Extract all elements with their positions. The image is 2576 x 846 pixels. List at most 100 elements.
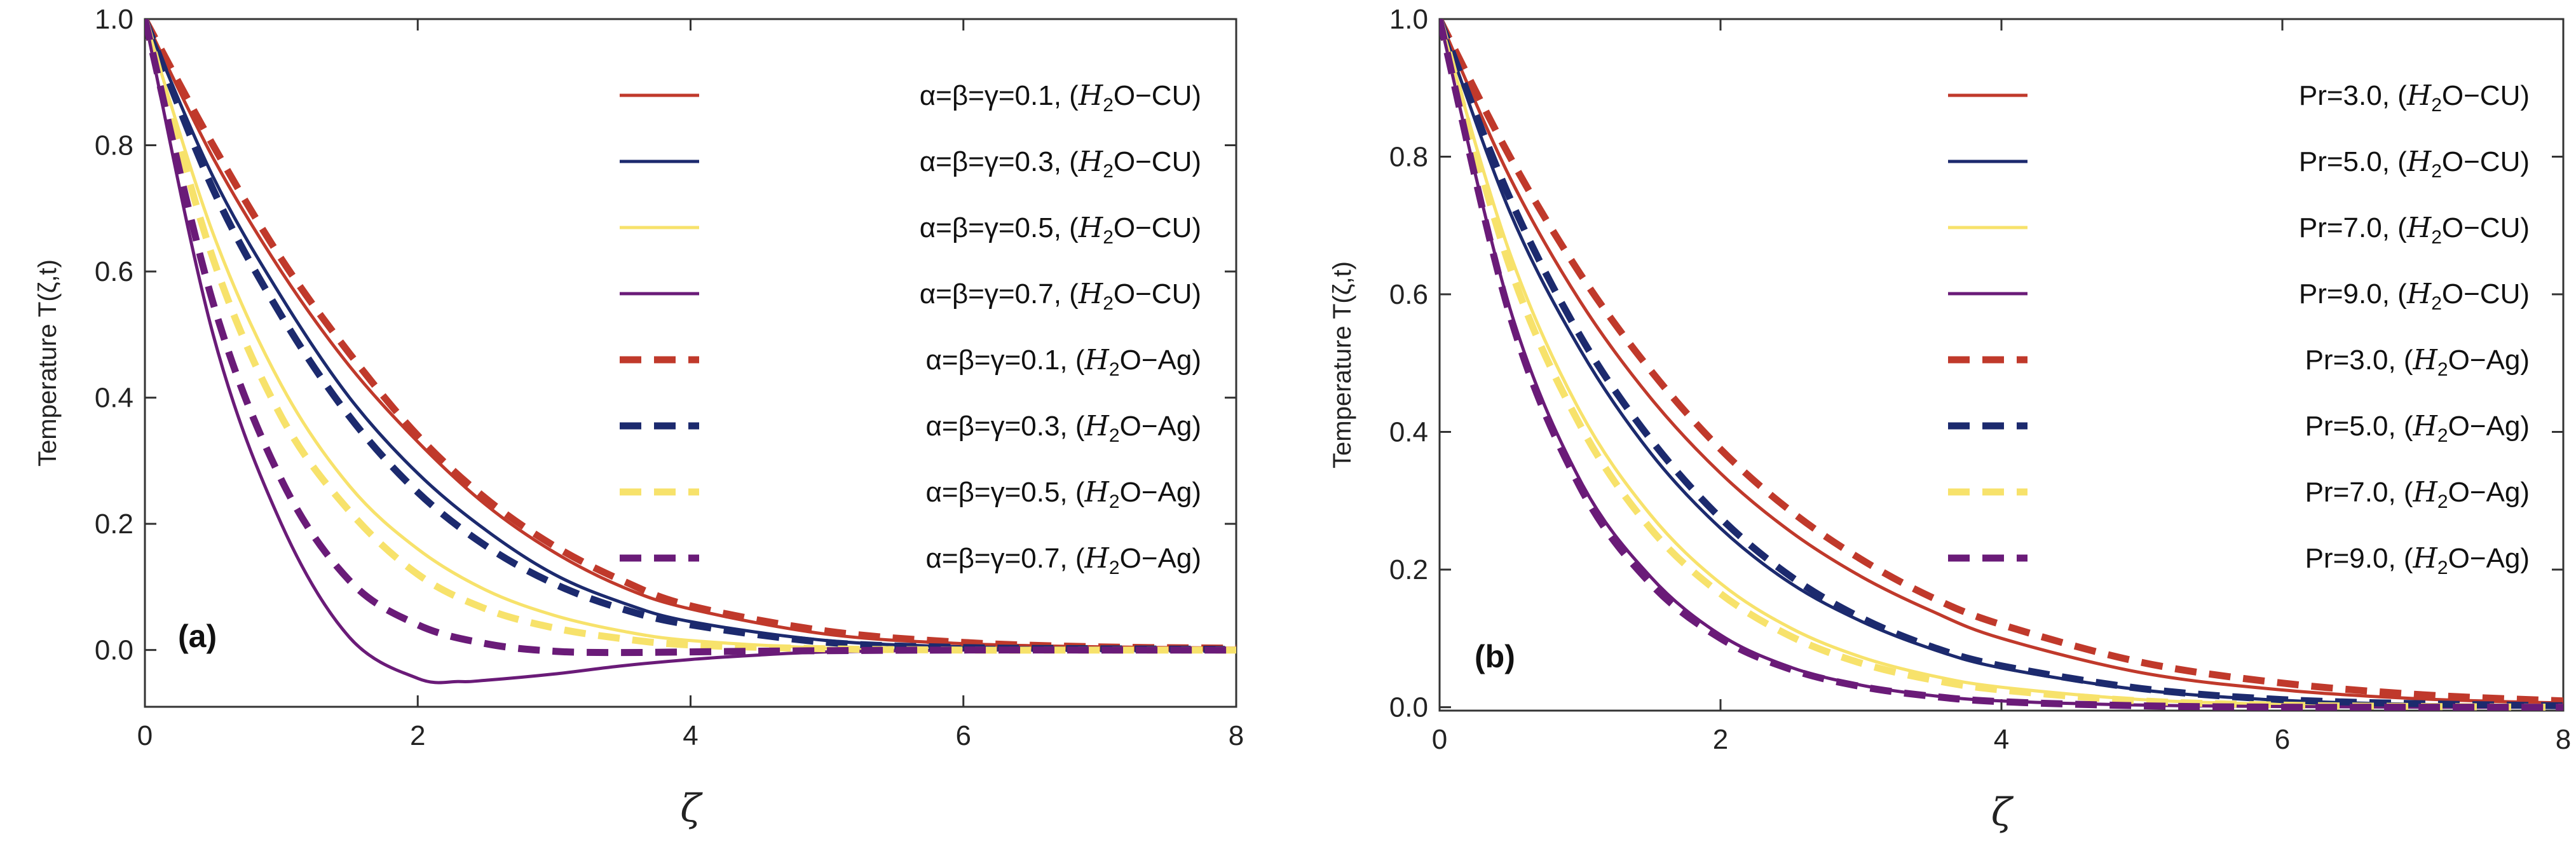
legend-sub: 2 <box>2437 425 2448 446</box>
x-axis-label: ζ <box>1991 790 2014 835</box>
legend-prefix: Pr=3.0, ( <box>2299 80 2407 111</box>
legend-prefix: α=β=γ=0.3, ( <box>925 411 1084 442</box>
series-line <box>145 19 1236 652</box>
legend-h: H <box>2413 476 2439 508</box>
legend-suffix: O−CU) <box>2442 278 2530 310</box>
y-tick-label: 0.8 <box>95 130 133 161</box>
legend-suffix: O−CU) <box>1114 80 1201 111</box>
legend-entry: Pr=7.0, (H2O−Ag) <box>2305 476 2530 512</box>
legend-h: H <box>2413 410 2439 442</box>
legend-sub: 2 <box>1103 293 1114 314</box>
legend-entry: α=β=γ=0.7, (H2O−Ag) <box>925 542 1201 578</box>
legend-sub: 2 <box>2431 161 2442 182</box>
x-tick-label: 2 <box>410 720 425 751</box>
y-tick-label: 0.2 <box>1389 554 1428 585</box>
legend-entry: α=β=γ=0.1, (H2O−CU) <box>920 79 1201 116</box>
legend-prefix: Pr=7.0, ( <box>2299 212 2407 243</box>
legend-prefix: Pr=7.0, ( <box>2305 477 2413 508</box>
series-line <box>1440 19 2563 707</box>
x-tick-label: 0 <box>137 720 153 751</box>
legend-prefix: Pr=9.0, ( <box>2305 543 2413 574</box>
legend-sub: 2 <box>1109 425 1120 446</box>
y-tick-label: 0.6 <box>95 256 133 287</box>
legend-prefix: α=β=γ=0.3, ( <box>920 146 1079 177</box>
legend-suffix: O−Ag) <box>1120 477 1201 508</box>
legend-entry: α=β=γ=0.5, (H2O−CU) <box>920 212 1201 248</box>
legend-sub: 2 <box>2437 359 2448 380</box>
legend-suffix: O−CU) <box>2442 212 2530 243</box>
legend-prefix: Pr=3.0, ( <box>2305 345 2413 376</box>
y-tick-label: 0.0 <box>95 635 133 666</box>
legend-entry: Pr=5.0, (H2O−Ag) <box>2305 410 2530 446</box>
series-line <box>1440 19 2563 711</box>
legend-h: H <box>1078 146 1104 178</box>
legend-h: H <box>1084 344 1110 376</box>
legend-entry: Pr=3.0, (H2O−Ag) <box>2305 344 2530 380</box>
y-axis-label: Temperature T(ζ,t) <box>1328 261 1356 468</box>
legend-suffix: O−Ag) <box>1120 411 1201 442</box>
series-group <box>145 19 1236 685</box>
x-tick-label: 6 <box>2275 724 2290 755</box>
legend-h: H <box>2406 146 2432 178</box>
legend-suffix: O−CU) <box>2442 146 2530 177</box>
legend-h: H <box>1084 542 1110 575</box>
legend-suffix: O−Ag) <box>2448 411 2530 442</box>
legend-suffix: O−CU) <box>1114 278 1201 310</box>
legend-sub: 2 <box>1109 557 1120 578</box>
legend-prefix: α=β=γ=0.1, ( <box>920 80 1079 111</box>
y-tick-label: 0.8 <box>1389 142 1428 173</box>
legend-entry: α=β=γ=0.5, (H2O−Ag) <box>925 476 1201 512</box>
series-line <box>1440 19 2563 709</box>
legend-prefix: α=β=γ=0.1, ( <box>925 345 1084 376</box>
legend-suffix: O−CU) <box>1114 146 1201 177</box>
legend-prefix: Pr=9.0, ( <box>2299 278 2407 310</box>
legend-sub: 2 <box>1103 161 1114 182</box>
legend-entry: α=β=γ=0.3, (H2O−CU) <box>920 146 1201 182</box>
legend-entry: α=β=γ=0.7, (H2O−CU) <box>920 278 1201 314</box>
series-line <box>145 19 1236 657</box>
x-axis-label: ζ <box>680 786 703 831</box>
legend-prefix: Pr=5.0, ( <box>2299 146 2407 177</box>
x-tick-label: 2 <box>1713 724 1728 755</box>
legend-entry: Pr=9.0, (H2O−CU) <box>2299 278 2530 314</box>
legend-sub: 2 <box>2431 95 2442 116</box>
legend-entry: Pr=7.0, (H2O−CU) <box>2299 212 2530 248</box>
panel-b: 0 2 4 6 8 0.0 0.2 0.4 0.6 0.8 1.0 ζ Temperature T(ζ,… <box>1328 4 2571 835</box>
legend-suffix: O−Ag) <box>1120 345 1201 376</box>
legend-h: H <box>1078 79 1104 112</box>
legend-h: H <box>1084 410 1110 442</box>
legend-h: H <box>2413 344 2439 376</box>
legend-sub: 2 <box>2437 491 2448 512</box>
legend-suffix: O−CU) <box>2442 80 2530 111</box>
legend-sub: 2 <box>1109 359 1120 380</box>
legend-sub: 2 <box>1103 227 1114 248</box>
y-tick-label: 0.4 <box>95 383 133 414</box>
series-group <box>1440 19 2563 711</box>
legend-sub: 2 <box>2437 557 2448 578</box>
panel-a: 0 2 4 6 8 0.0 0.2 0.4 0.6 0.8 1.0 ζ Temperature T(ζ,… <box>34 4 1244 831</box>
legend-h: H <box>2406 212 2432 244</box>
legend-h: H <box>2406 79 2432 112</box>
legend-prefix: α=β=γ=0.7, ( <box>920 278 1079 310</box>
series-line <box>145 19 1236 654</box>
legend-h: H <box>2406 278 2432 310</box>
legend-sub: 2 <box>2431 227 2442 248</box>
y-tick-label: 0.4 <box>1389 417 1428 448</box>
x-tick-label: 8 <box>1229 720 1244 751</box>
series-line <box>1440 19 2563 705</box>
x-tick-label: 4 <box>683 720 698 751</box>
x-tick-label: 6 <box>956 720 971 751</box>
y-tick-label: 0.0 <box>1389 692 1428 723</box>
legend-h: H <box>1078 278 1104 310</box>
legend-sub: 2 <box>1103 95 1114 116</box>
legend-suffix: O−Ag) <box>2448 543 2530 574</box>
y-tick-label: 0.2 <box>95 508 133 540</box>
legend-sub: 2 <box>2431 293 2442 314</box>
legend-entry: α=β=γ=0.1, (H2O−Ag) <box>925 344 1201 380</box>
legend-sub: 2 <box>1109 491 1120 512</box>
x-tick-label: 8 <box>2556 724 2571 755</box>
legend-h: H <box>2413 542 2439 575</box>
legend-suffix: O−CU) <box>1114 212 1201 243</box>
series-line <box>1440 19 2563 705</box>
